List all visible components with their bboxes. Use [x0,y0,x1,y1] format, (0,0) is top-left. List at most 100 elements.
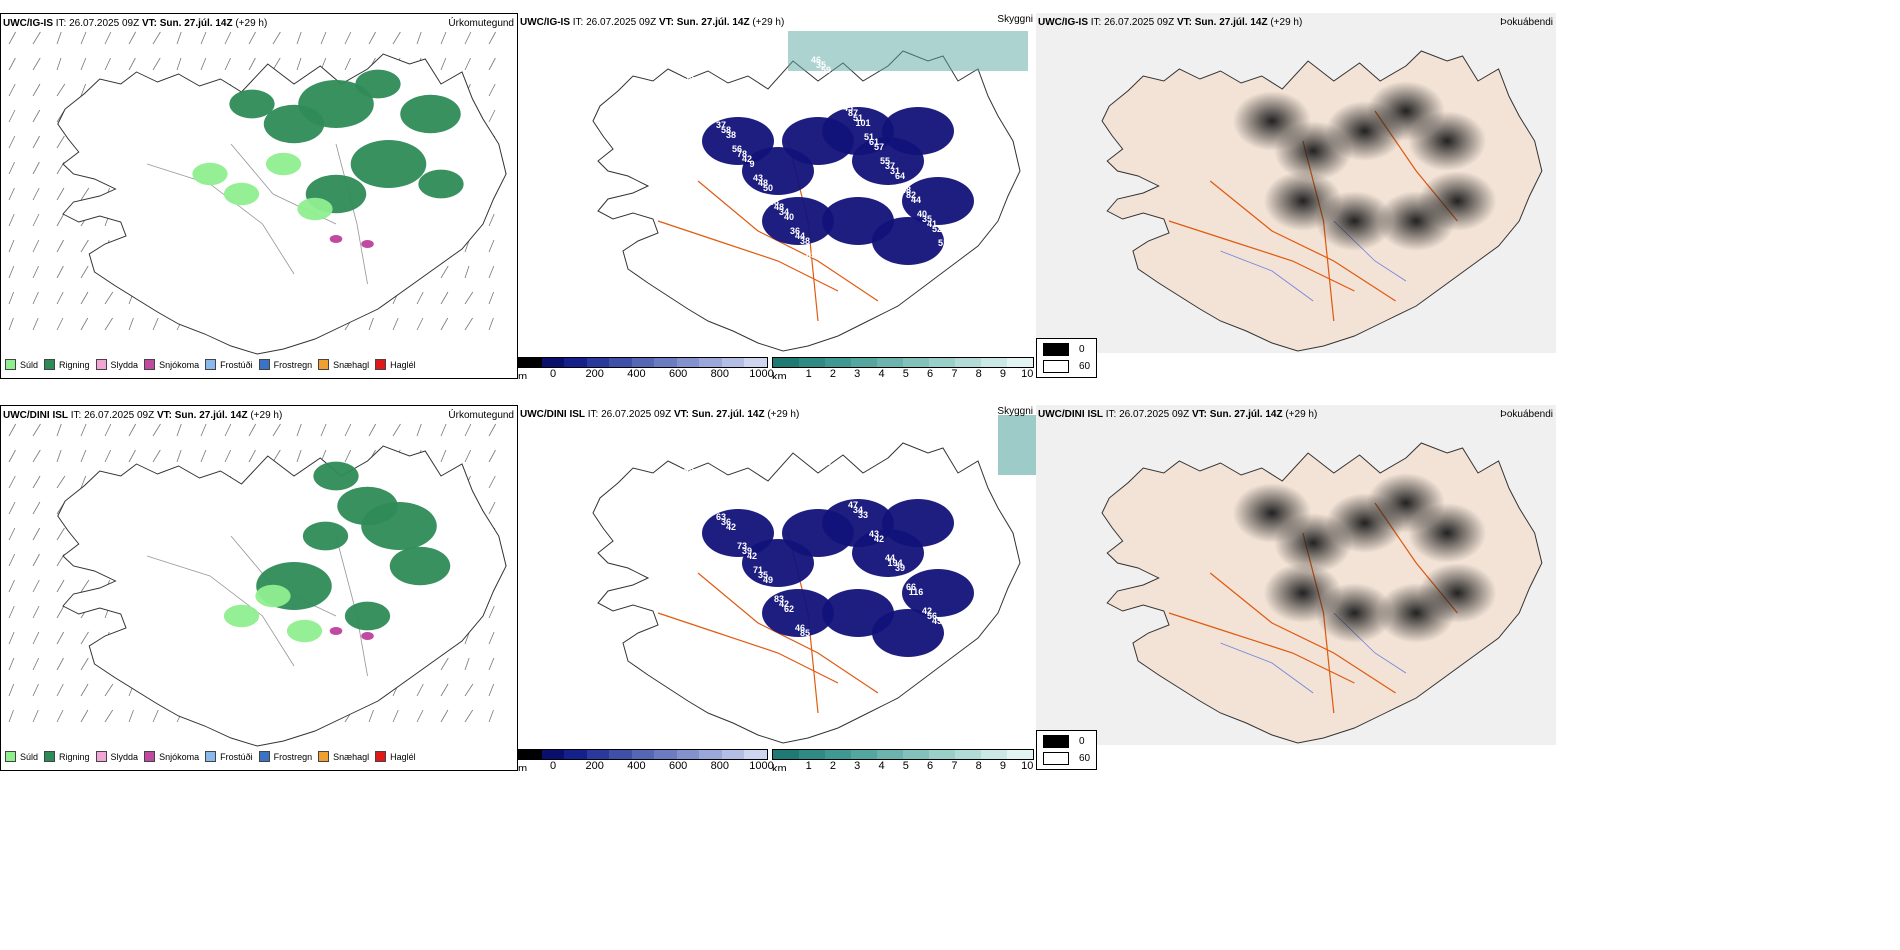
colorbar-tick: 7 [951,368,958,379]
fog-legend-label: 60 [1079,361,1091,372]
colorbar-swatch [744,358,768,367]
colorbar-tick: 1000 [749,368,774,379]
legend-swatch [5,751,16,762]
panel-title: UWC/IG-IS IT: 26.07.2025 09Z VT: Sun. 27… [1038,17,1303,28]
cloud-base-label: 748 [670,445,685,455]
cloud-base-label: 51 [938,238,948,248]
precip-type-panel-2: UWC/DINI ISL IT: 26.07.2025 09Z VT: Sun.… [0,405,518,771]
precip-legend: Súld Rigning Slydda Snjókoma Frostúði Frostre… [5,359,422,370]
colorbar-swatch [955,358,981,367]
colorbar-tick: 6 [927,760,934,771]
legend-label: Snæhagl [333,359,370,370]
precip-map [8,31,507,355]
precip-legend-item: Frostúði [205,359,253,370]
legend-label: Haglél [390,751,416,762]
cloud-base-label: 44 [795,231,805,241]
cloud-base-label: 31 [890,166,900,176]
visibility-colorbar: 1 2 3 4 5 6 7 8 9 10 km [772,357,1034,379]
legend-swatch [144,359,156,370]
colorbar-swatch [609,358,632,367]
precip-legend-item: Súld [5,359,38,370]
panel-name: Úrkomutegund [448,410,514,421]
cloud-base-label: 58 [721,125,731,135]
cloud-base-label: 60 [811,447,821,457]
panel-name: Skyggni [997,406,1033,417]
panel-name: Skyggni [997,14,1033,25]
colorbar-tick: 1 [805,760,812,771]
cloud-base-label: 44 [911,195,921,205]
legend-label: Slydda [110,359,139,370]
colorbar-swatch [1007,358,1033,367]
panel-title: UWC/DINI ISL IT: 26.07.2025 09Z VT: Sun.… [520,409,800,420]
panel-title: UWC/IG-IS IT: 26.07.2025 09Z VT: Sun. 27… [520,17,785,28]
cloud-base-label: 65 [806,250,816,260]
cloud-base-label: 78 [737,149,747,159]
precip-legend-item: Súld [5,751,38,762]
colorbar-swatches [772,357,1034,368]
colorbar-unit: km [772,371,787,379]
cloud-base-map: 7487442624333394554424985824211637583942… [592,415,1036,744]
cloud-base-label: 48 [774,202,784,212]
cloud-base-label: 38 [726,130,736,140]
legend-swatch [44,359,56,370]
cloud-base-label: 101 [855,118,870,128]
cloud-base-label: 40 [679,67,689,77]
cloud-base-label: 71 [753,565,763,575]
cloud-base-label: 48 [901,185,911,195]
colorbar-swatch [541,750,565,759]
cloud-base-label: 43 [753,173,763,183]
colorbar-swatch [877,358,903,367]
legend-swatch [375,359,387,370]
cloud-base-label: 66 [906,582,916,592]
cloud-base-label: 38 [827,79,837,89]
fog-map [1036,405,1556,745]
colorbar-swatch [773,358,799,367]
colorbar-tick: 7 [951,760,958,771]
cloud-base-label: 52 [932,224,942,234]
colorbar-swatch [799,358,825,367]
colorbar-tick: 8 [975,760,982,771]
cloud-base-label: 42 [832,476,842,486]
panel-name: Þokuábendi [1500,409,1553,420]
cloud-base-label: 39 [895,563,905,573]
cloud-base-label: 33 [858,510,868,520]
cloud-base-panel-2: UWC/DINI ISL IT: 26.07.2025 09Z VT: Sun.… [518,405,1036,771]
panel-title: UWC/DINI ISL IT: 26.07.2025 09Z VT: Sun.… [1038,409,1318,420]
legend-swatch [144,751,156,762]
cloud-base-label: 73 [737,541,747,551]
fog-legend-swatch [1043,735,1069,748]
cloud-base-label: 82 [906,190,916,200]
cloud-base-map: 7145940591016452463850386857444048423435… [592,31,1028,352]
cloud-base-label: 43 [821,457,831,467]
precip-legend-item: Snjókoma [144,751,199,762]
colorbar-swatches [772,749,1034,760]
cloud-base-label: 37 [948,640,958,650]
colorbar-swatch [654,750,677,759]
colorbar-tick: 9 [999,368,1007,379]
cloud-base-label: 87 [848,108,858,118]
cloud-base-label: 42 [779,599,789,609]
fog-map [1036,13,1556,353]
legend-swatch [5,359,16,370]
cloud-base-label: 46 [689,77,699,87]
colorbar-swatch [631,750,655,759]
precip-legend-item: Slydda [95,751,138,762]
cloud-base-label: 59 [821,65,831,75]
cloud-base-label: 40 [917,209,927,219]
colorbar-swatch [541,358,565,367]
cloud-base-label: 40 [948,248,958,258]
precip-legend-item: Rigning [44,359,90,370]
cloud-base-label: 40 [700,96,710,106]
precip-legend-item: Frostregn [258,751,312,762]
cloud-base-label: 47 [943,243,953,253]
legend-swatch [318,751,330,762]
cloud-base-label: 34 [779,207,789,217]
cloud-base-label: 45 [710,106,720,116]
cloud-base-label: 50 [763,183,773,193]
colorbar-tick: 1 [805,368,812,379]
legend-swatch [95,751,107,762]
cloud-base-label: 49 [763,575,773,585]
cloud-base-label: 43 [832,84,842,94]
cloud-base-label: 42 [747,551,757,561]
colorbar-swatch [519,358,542,367]
